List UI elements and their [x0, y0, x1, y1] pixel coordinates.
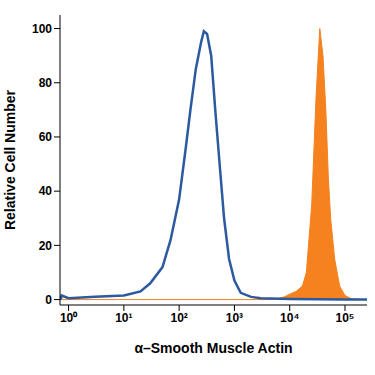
svg-text:α–Smooth Muscle Actin: α–Smooth Muscle Actin: [134, 340, 292, 356]
svg-text:100: 100: [32, 22, 52, 36]
svg-text:Relative Cell Number: Relative Cell Number: [8, 89, 18, 230]
svg-text:40: 40: [39, 184, 53, 198]
svg-text:10²: 10²: [170, 311, 187, 325]
svg-text:10³: 10³: [226, 311, 243, 325]
svg-text:10¹: 10¹: [115, 311, 132, 325]
svg-text:80: 80: [39, 76, 53, 90]
svg-text:10⁴: 10⁴: [280, 311, 299, 325]
svg-text:20: 20: [39, 239, 53, 253]
svg-text:0: 0: [45, 293, 52, 307]
svg-text:10⁰: 10⁰: [60, 311, 78, 325]
svg-text:60: 60: [39, 130, 53, 144]
svg-text:10⁵: 10⁵: [336, 311, 355, 325]
